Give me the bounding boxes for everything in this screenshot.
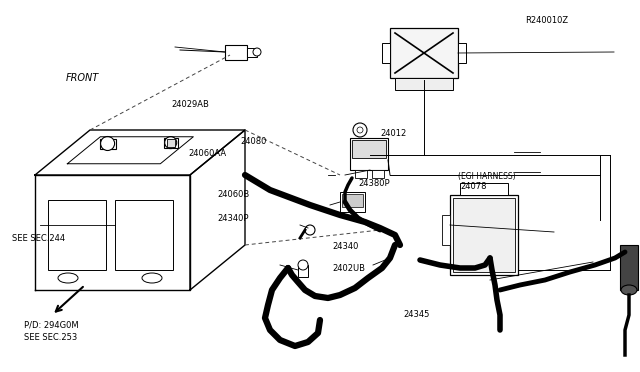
Bar [100,138,116,148]
Text: (EGI HARNESS): (EGI HARNESS) [458,172,515,181]
Ellipse shape [142,273,162,283]
Circle shape [298,260,308,270]
Bar [395,78,453,90]
Bar [48,200,106,270]
Bar [450,195,518,275]
Bar [298,265,308,277]
Bar [350,138,388,170]
Circle shape [164,137,177,148]
Circle shape [357,127,363,133]
Circle shape [100,137,115,151]
Bar [382,43,390,63]
Ellipse shape [621,285,637,295]
Bar [372,170,384,178]
Text: 2402UB: 2402UB [333,264,366,273]
Bar [620,245,638,290]
Bar [352,140,386,158]
Text: 24345: 24345 [403,310,429,318]
Text: R240010Z: R240010Z [525,16,568,25]
Circle shape [253,48,261,56]
Text: P/D: 294G0M: P/D: 294G0M [24,321,79,330]
Bar [115,200,173,270]
Bar [460,183,508,195]
Bar [340,192,365,212]
Text: 24340: 24340 [333,242,359,251]
Text: SEE SEC.253: SEE SEC.253 [24,333,77,342]
Text: SEE SEC.244: SEE SEC.244 [12,234,65,243]
Text: FRONT: FRONT [65,73,99,83]
Bar [453,198,515,272]
Text: 24080: 24080 [240,137,266,146]
Circle shape [353,123,367,137]
Bar [247,48,257,57]
Bar [390,28,458,78]
Bar [355,170,367,178]
Bar [225,45,247,60]
Bar [164,138,178,148]
Bar [458,43,466,63]
Text: 24078: 24078 [461,182,487,191]
Text: 24380P: 24380P [358,179,390,187]
Text: 24340P: 24340P [218,214,249,223]
Bar [166,139,175,147]
Text: 24029AB: 24029AB [172,100,209,109]
Text: 24012: 24012 [381,129,407,138]
Circle shape [305,225,315,235]
Bar [442,215,450,245]
Text: 24060B: 24060B [218,190,250,199]
Text: 24060AA: 24060AA [189,149,227,158]
Ellipse shape [58,273,78,283]
Bar [342,194,363,207]
